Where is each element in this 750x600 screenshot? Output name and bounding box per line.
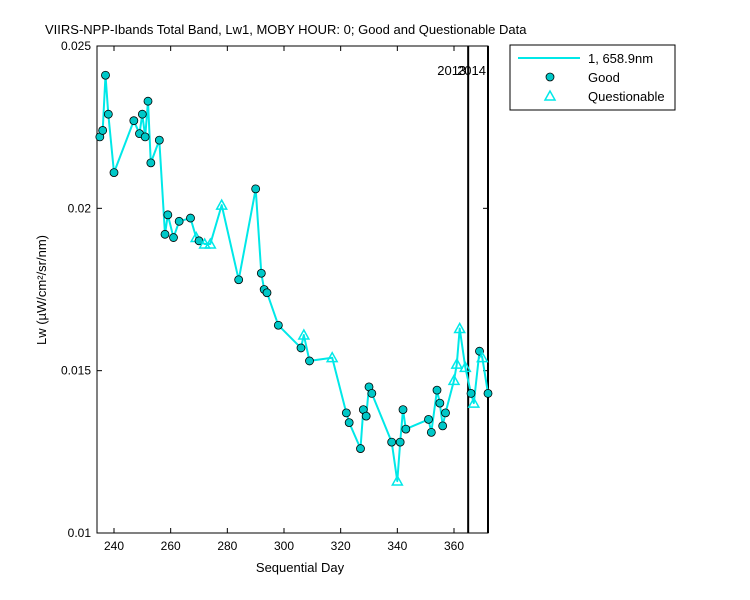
data-point-questionable (325, 351, 339, 363)
data-point-good (401, 424, 411, 434)
data-point-questionable (297, 328, 311, 340)
data-point-questionable (391, 474, 404, 486)
year-marker-label: 2013 (437, 63, 466, 78)
y-tick-label: 0.01 (68, 526, 92, 540)
data-point-good (432, 385, 442, 395)
legend-questionable-label: Questionable (588, 89, 665, 104)
data-point-questionable (215, 198, 228, 210)
legend-questionable-marker (543, 89, 557, 101)
data-point-questionable (459, 360, 472, 373)
x-tick-label: 300 (274, 539, 294, 553)
legend-good-marker (545, 72, 555, 82)
data-point-good (109, 168, 119, 178)
data-point-good (140, 132, 150, 142)
data-point-good (154, 135, 164, 145)
data-point-good (387, 437, 397, 447)
data-point-questionable (447, 373, 461, 386)
series-layer (95, 70, 493, 486)
data-point-good (174, 216, 184, 226)
data-point-good (129, 116, 139, 126)
data-point-good (398, 405, 408, 415)
data-point-good (101, 70, 110, 80)
data-point-good (441, 408, 450, 418)
data-point-good (256, 268, 266, 278)
x-tick-label: 320 (331, 539, 351, 553)
data-point-good (234, 275, 244, 285)
legend: 1, 658.9nm Good Questionable (509, 44, 676, 111)
data-point-good (251, 184, 261, 194)
data-point-good (137, 109, 147, 119)
legend-box (509, 44, 676, 111)
data-point-questionable (476, 351, 489, 363)
data-point-good (186, 213, 195, 223)
data-point-good (143, 96, 153, 106)
data-point-good (103, 109, 113, 119)
chart-title: VIIRS-NPP-Ibands Total Band, Lw1, MOBY H… (45, 22, 527, 37)
series-line (98, 74, 489, 483)
data-point-good (395, 437, 405, 447)
data-point-good (305, 356, 314, 366)
x-tick-label: 240 (104, 539, 124, 553)
year-marker-label: 2014 (457, 63, 486, 78)
data-point-good (296, 343, 306, 353)
data-point-good (424, 414, 433, 424)
data-point-questionable (450, 357, 464, 369)
plot-frame (96, 45, 489, 534)
data-point-good (262, 288, 272, 298)
data-point-good (361, 411, 371, 421)
data-point-good (438, 421, 448, 431)
x-tick-label: 260 (161, 539, 181, 553)
x-tick-label: 280 (217, 539, 237, 553)
data-point-good (435, 398, 445, 408)
y-tick-label: 0.025 (61, 39, 91, 53)
data-point-good (426, 427, 436, 437)
data-point-good (344, 418, 354, 428)
data-point-good (169, 233, 178, 242)
y-tick-label: 0.02 (68, 201, 92, 215)
data-point-good (341, 408, 351, 418)
data-point-good (163, 210, 173, 220)
y-axis-label: Lw (µW/cm²/sr/nm) (34, 235, 49, 345)
data-point-good (483, 388, 493, 398)
x-axis-label: Sequential Day (256, 560, 345, 575)
data-point-good (466, 388, 476, 398)
data-point-good (356, 444, 365, 453)
data-point-good (160, 229, 170, 239)
data-point-questionable (204, 237, 217, 249)
data-point-questionable (467, 396, 481, 408)
legend-good-label: Good (588, 70, 620, 85)
x-tick-label: 360 (444, 539, 464, 553)
x-tick-label: 340 (387, 539, 407, 553)
x-axis-ticks: 240 260 280 300 320 340 360 (104, 46, 464, 553)
data-point-questionable (453, 321, 466, 334)
y-tick-label: 0.015 (61, 364, 91, 378)
plot-area: 240 260 280 300 320 340 360 0.01 0.015 0.02 0.025… (61, 39, 493, 553)
legend-line-label: 1, 658.9nm (588, 51, 653, 66)
data-point-good (146, 158, 156, 168)
data-point-good (98, 126, 108, 135)
data-point-good (367, 388, 377, 398)
data-point-good (273, 320, 283, 330)
